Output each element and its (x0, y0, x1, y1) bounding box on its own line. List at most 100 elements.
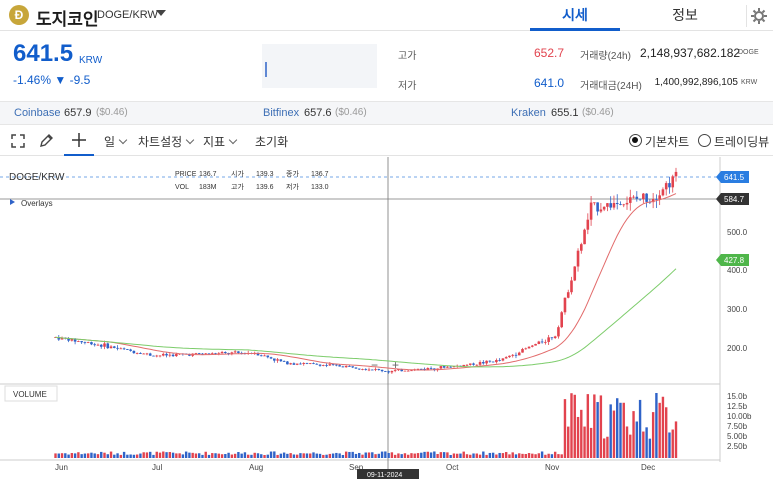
volume-bar (279, 453, 283, 458)
volume-bar (655, 393, 658, 458)
legend-open-label: 시가 (231, 169, 244, 178)
volume-label-box (4, 385, 58, 402)
basic-chart-label[interactable]: 기본차트 (645, 135, 690, 149)
high-label: 고가 (398, 51, 417, 62)
candle-body (602, 206, 606, 210)
candle-body (511, 354, 515, 356)
candle-body (99, 344, 103, 347)
legend-low: 133.0 (311, 184, 329, 191)
candle-body (351, 366, 354, 368)
dogecoin-logo-icon: Đ (9, 5, 29, 25)
tab-info[interactable]: 정보 (672, 7, 698, 23)
candle-body (348, 365, 351, 367)
overlays-caret-icon[interactable] (10, 199, 15, 205)
volume-bar (70, 453, 74, 458)
pair-dropdown-caret-icon[interactable] (156, 10, 166, 16)
interval-select[interactable]: 일 (104, 133, 128, 150)
volume-bar (90, 452, 93, 458)
volume-bar (393, 454, 397, 458)
candle-body (315, 363, 319, 365)
exchange-name[interactable]: Bitfinex (263, 107, 300, 119)
price-tick: 500.0 (727, 228, 748, 237)
candle-body (364, 369, 368, 370)
volume-bar (668, 432, 671, 458)
basic-chart-radio[interactable] (629, 134, 642, 147)
candle-body (488, 360, 492, 362)
volume-bar (570, 393, 573, 458)
candle-body (586, 219, 590, 230)
candle-body (544, 341, 547, 343)
price-chart[interactable]: DOGE/KRW Overlays PRICE 136.7 시가 139.3 종… (0, 157, 773, 479)
candle-body (393, 370, 397, 372)
exchange-name[interactable]: Coinbase (14, 107, 61, 119)
volume-bar (335, 452, 338, 458)
candle-body (452, 366, 456, 368)
candle-body (419, 368, 423, 370)
high-value: 652.7 (533, 46, 564, 60)
candle-body (292, 363, 296, 365)
volume-bar (325, 454, 328, 458)
indicators-button[interactable]: 지표 (203, 133, 238, 150)
volume-bar (158, 452, 162, 458)
candle-body (537, 341, 541, 344)
volume-bar (246, 454, 250, 458)
overlays-toggle[interactable]: Overlays (21, 199, 53, 208)
candle-body (273, 358, 276, 361)
candle-body (302, 363, 306, 364)
zoom-in-button[interactable]: + (392, 358, 399, 372)
volume-bar (60, 453, 64, 458)
volume-bar (214, 453, 217, 458)
candle-body (276, 359, 279, 361)
coin-pair[interactable]: DOGE/KRW (97, 9, 158, 21)
volume-label: VOLUME (13, 390, 47, 399)
month-label: Oct (446, 463, 459, 472)
reset-button[interactable]: 초기화 (255, 135, 289, 149)
candle-body (642, 193, 645, 200)
volume-bar (282, 452, 286, 458)
tab-quote[interactable]: 시세 (530, 0, 620, 31)
candle-body (446, 366, 449, 368)
draw-pencil-icon[interactable] (39, 133, 54, 153)
zoom-out-button[interactable]: − (371, 358, 378, 372)
volume-bar (531, 453, 534, 458)
gear-icon[interactable] (746, 5, 768, 27)
volume-bar (266, 454, 269, 458)
volume-bar (521, 453, 524, 458)
candle-body (550, 337, 554, 339)
svg-text:584.7: 584.7 (724, 195, 745, 204)
crosshair-tool-icon[interactable] (64, 126, 94, 156)
volume-bar (96, 454, 100, 458)
volume-bar (263, 454, 266, 458)
candle-body (135, 352, 139, 354)
volume-bar (237, 452, 240, 458)
candle-body (482, 362, 485, 364)
chart-settings-button[interactable]: 차트설정 (138, 133, 195, 150)
volume-bar (364, 452, 367, 458)
candle-body (145, 353, 149, 355)
tradingview-label[interactable]: 트레이딩뷰 (714, 135, 770, 149)
candle-body (593, 202, 596, 204)
volume-bar (184, 451, 188, 458)
fullscreen-icon[interactable] (11, 134, 25, 153)
legend-low-label: 저가 (286, 182, 299, 191)
candle-body (661, 189, 665, 196)
exchange-name[interactable]: Kraken (511, 107, 546, 119)
candle-body (664, 183, 668, 190)
volume-bars (54, 393, 678, 458)
candle-body (527, 346, 531, 349)
exchange-diff: ($0.46) (335, 107, 367, 118)
volume-bar (407, 454, 410, 458)
volume-bar (642, 431, 645, 458)
volume-bar (436, 453, 439, 458)
volume-bar (583, 426, 586, 458)
tradingview-radio[interactable] (698, 134, 711, 147)
volume-bar (250, 454, 253, 458)
volume-bar (472, 453, 475, 458)
candle-body (671, 176, 675, 188)
candle-body (553, 336, 557, 338)
candle-body (534, 343, 537, 346)
volume-bar (139, 453, 142, 458)
volume-bar (455, 453, 459, 458)
volume-bar (563, 399, 567, 458)
candle-body (83, 342, 87, 344)
